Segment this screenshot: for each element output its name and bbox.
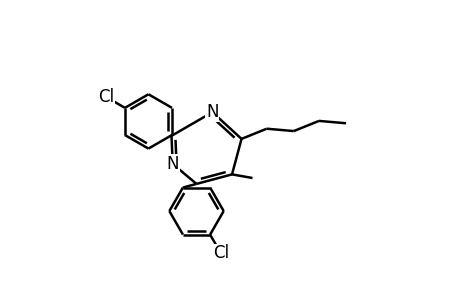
Text: Cl: Cl: [98, 88, 114, 106]
Text: N: N: [206, 103, 218, 121]
Text: N: N: [166, 155, 179, 173]
Text: Cl: Cl: [213, 244, 229, 262]
